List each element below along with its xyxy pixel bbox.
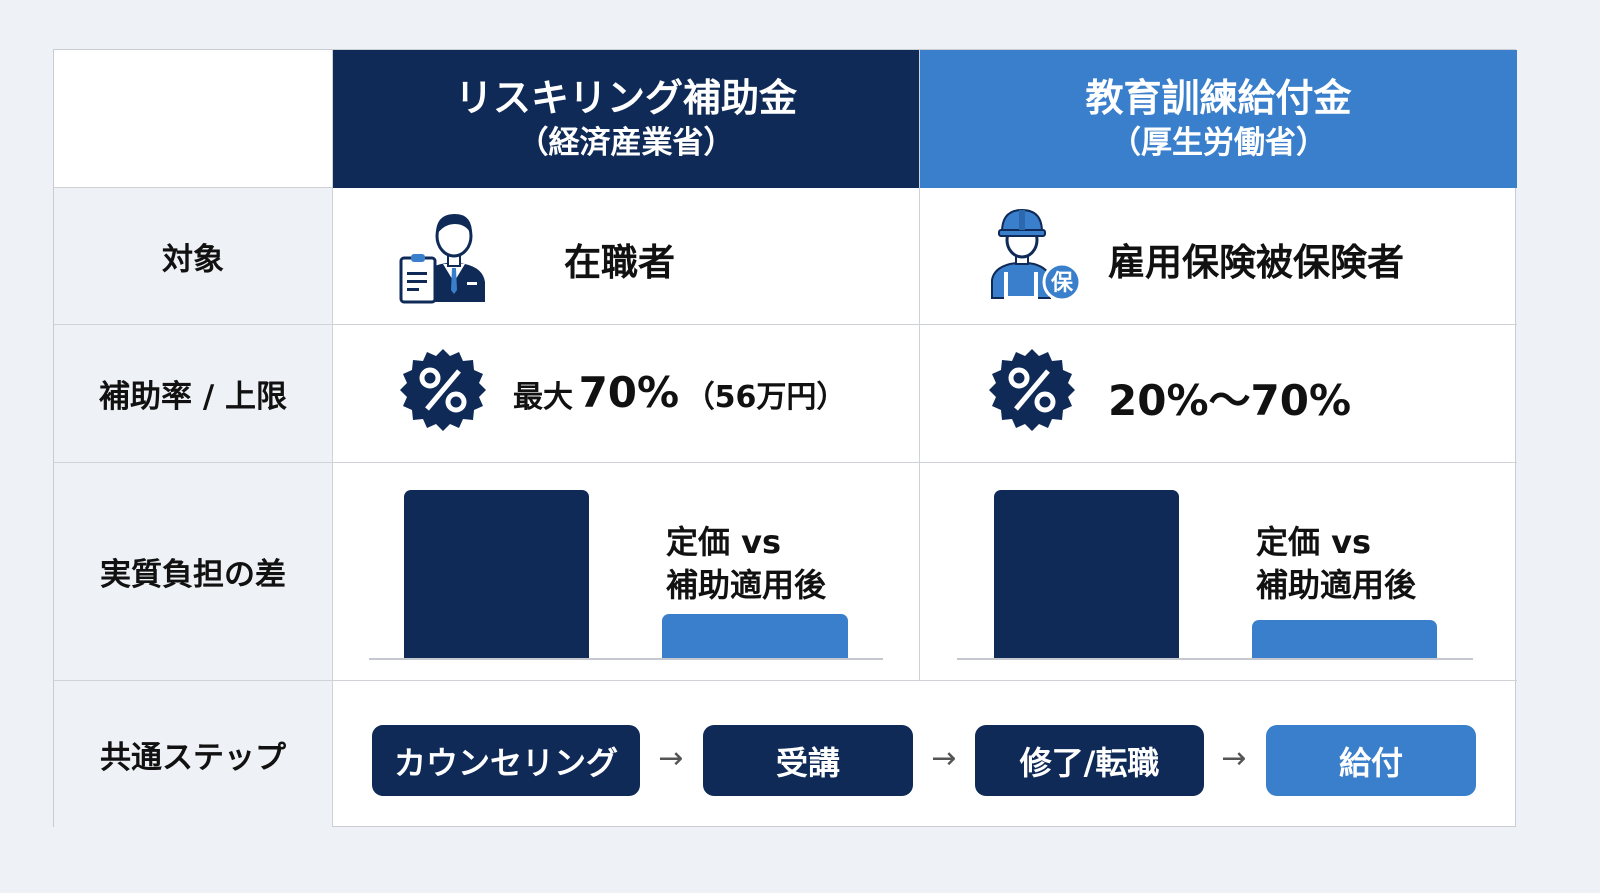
- arrow-right-icon: →: [931, 741, 957, 776]
- chart-label: 定価 vs 補助適用後: [666, 523, 827, 604]
- row-label-burden: 実質負担の差: [54, 463, 333, 681]
- arrow-right-icon: →: [658, 741, 684, 776]
- target-value: 雇用保険被保険者: [1108, 241, 1404, 284]
- target-value: 在職者: [564, 241, 675, 284]
- header-reskilling-subsidy: リスキリング補助金 （経済産業省）: [333, 50, 920, 188]
- row-label-rate: 補助率 / 上限: [54, 325, 333, 463]
- percent-badge-icon: [397, 347, 489, 439]
- rate-value: 20%〜70%: [1108, 376, 1352, 425]
- step-completion-job-change: 修了/転職: [975, 725, 1204, 796]
- header-ministry: （経済産業省）: [517, 125, 735, 161]
- step-counseling: カウンセリング: [372, 725, 640, 796]
- rate-cell-education: 20%〜70%: [920, 325, 1517, 463]
- bar-list-price: [404, 490, 589, 659]
- businessman-clipboard-icon: [393, 206, 493, 306]
- percent-badge-icon: [986, 347, 1078, 439]
- bar-after-subsidy: [662, 614, 848, 659]
- worker-hardhat-insurance-icon: 保: [982, 206, 1082, 306]
- rate-value: 最大 70% （56万円）: [513, 368, 847, 417]
- arrow-right-icon: →: [1221, 741, 1247, 776]
- svg-text:保: 保: [1050, 271, 1074, 296]
- target-cell-reskilling: 在職者: [333, 188, 920, 325]
- steps-flow: カウンセリング → 受講 → 修了/転職 → 給付: [333, 681, 1517, 827]
- header-title: リスキリング補助金: [454, 76, 797, 120]
- chart-label: 定価 vs 補助適用後: [1256, 523, 1417, 604]
- comparison-table: リスキリング補助金 （経済産業省） 教育訓練給付金 （厚生労働省） 対象: [53, 49, 1517, 827]
- row-label-steps: 共通ステップ: [54, 681, 333, 827]
- header-ministry: （厚生労働省）: [1110, 125, 1327, 161]
- rate-cell-reskilling: 最大 70% （56万円）: [333, 325, 920, 463]
- bar-list-price: [994, 490, 1179, 659]
- corner-cell: [54, 50, 333, 188]
- burden-chart-education: 定価 vs 補助適用後: [920, 463, 1517, 681]
- chart-baseline: [957, 658, 1473, 660]
- header-title: 教育訓練給付金: [1085, 76, 1352, 120]
- row-label-target: 対象: [54, 188, 333, 325]
- target-cell-education: 保 雇用保険被保険者: [920, 188, 1517, 325]
- chart-baseline: [369, 658, 883, 660]
- step-benefit-payment: 給付: [1266, 725, 1476, 796]
- burden-chart-reskilling: 定価 vs 補助適用後: [333, 463, 920, 681]
- bar-after-subsidy: [1252, 620, 1437, 659]
- step-attend-course: 受講: [703, 725, 913, 796]
- header-education-training-benefit: 教育訓練給付金 （厚生労働省）: [920, 50, 1517, 188]
